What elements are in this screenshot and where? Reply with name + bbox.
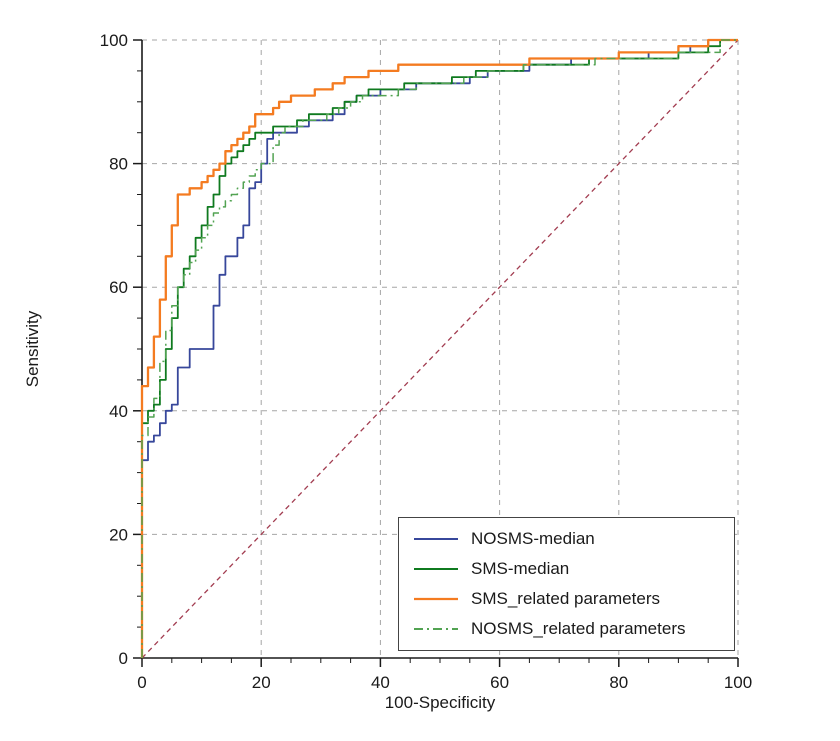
x-tick-label: 20 (252, 673, 271, 692)
y-axis-title: Sensitivity (23, 310, 42, 387)
y-tick-label: 20 (109, 525, 128, 544)
legend-line-sample (414, 568, 458, 570)
chance-diagonal (141, 39, 739, 659)
y-tick-label: 60 (109, 278, 128, 297)
legend-item: SMS-median (413, 554, 720, 584)
legend: NOSMS-median SMS-median SMS_related para… (398, 517, 735, 651)
series-lines (140, 38, 739, 659)
legend-line-sample (414, 538, 458, 540)
y-tick-label: 100 (100, 31, 128, 50)
legend-label: NOSMS_related parameters (471, 619, 686, 638)
legend-label: NOSMS-median (471, 529, 595, 548)
legend-item: SMS_related parameters (413, 584, 720, 614)
x-tick-label: 0 (137, 673, 146, 692)
legend-label: SMS-median (471, 559, 570, 578)
x-tick-label: 100 (724, 673, 752, 692)
legend-label: SMS_related parameters (471, 589, 660, 608)
x-tick-label: 40 (371, 673, 390, 692)
legend-line-sample (414, 628, 458, 630)
series-line-2 (140, 38, 738, 658)
tick-labels: 0 20 40 60 80 100 0 20 40 60 80 100 (100, 31, 753, 692)
y-tick-label: 40 (109, 402, 128, 421)
legend-item: NOSMS-median (413, 524, 720, 554)
series-line-0 (141, 39, 738, 658)
x-axis-title: 100-Specificity (385, 693, 496, 712)
y-tick-label: 0 (119, 649, 128, 668)
legend-line-sample (414, 597, 458, 601)
series-line-3 (141, 39, 738, 658)
x-tick-label: 80 (609, 673, 628, 692)
legend-item: NOSMS_related parameters (413, 614, 720, 644)
y-tick-label: 80 (109, 155, 128, 174)
x-tick-label: 60 (490, 673, 509, 692)
